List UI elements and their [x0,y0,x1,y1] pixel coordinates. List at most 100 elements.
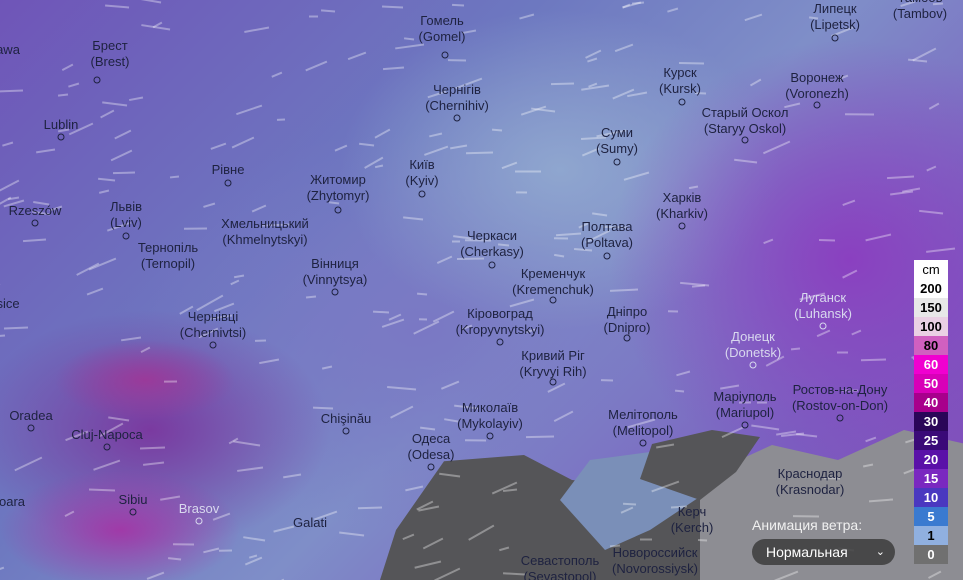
city-label: Ростов-на-Дону (Rostov-on-Don) [792,382,888,414]
city-label: Тамбов(Tambov) [893,0,947,22]
city-name-latin: (Luhansk) [794,306,852,321]
wind-streak [98,190,109,195]
city-marker [678,98,686,106]
wind-streak [358,143,374,147]
city-label: Одеса (Odesa) [408,431,455,463]
city-name: Суми [601,125,633,140]
wind-animation-control: Анимация ветра: Нормальная ⌄ [752,517,895,565]
city-label: oara [0,494,25,510]
city-name: Харків [662,190,702,205]
wind-streak [245,557,263,566]
city-name: Oradea [9,408,53,423]
wind-streak [452,240,461,242]
city-name-latin: (Ternopil) [140,256,196,271]
city-label: Sibiu [119,492,148,508]
wind-streak [450,145,467,150]
city-name: Chişinău [320,411,372,426]
wind-streak [403,37,415,41]
city-name-latin: (Voronezh) [785,86,849,101]
wind-streak [231,137,255,149]
wind-animation-value: Нормальная [766,544,848,560]
city-marker [813,101,821,109]
city-name-latin: (Kremenchuk) [512,282,594,297]
city-label: Гомель (Gomel) [419,13,466,45]
city-label: Chişinău [321,411,372,427]
city-label: Oradea [9,408,52,424]
wind-streak [609,289,638,293]
wind-streak [491,128,503,132]
city-name-latin: (Kursk) [659,81,701,96]
wind-streak [259,359,280,365]
city-name: oara [0,494,26,509]
wind-streak [89,489,116,492]
city-marker [613,158,621,166]
wind-streak [89,257,117,271]
wind-streak [0,89,24,92]
wind-streak [237,104,263,115]
city-name: Мелітополь [608,407,678,422]
city-label: Севастополь (Sevastopol) [521,553,600,580]
wind-streak [184,228,208,230]
wind-streak [0,334,5,339]
wind-animation-select[interactable]: Нормальная ⌄ [752,539,895,565]
wind-streak [674,389,685,393]
city-name: Севастополь [520,553,600,568]
city-label: Чернівці (Chernivtsi) [180,309,246,341]
city-name: Тернопіль [137,240,199,255]
city-marker [603,252,611,260]
wind-streak [387,386,417,391]
wind-streak [104,5,129,9]
wind-streak [7,197,19,201]
city-label: Курск (Kursk) [659,65,701,97]
wind-streak [251,204,267,212]
city-label: Липецк (Lipetsk) [810,1,860,33]
wind-streak [860,359,887,362]
city-label: Чернігів (Chernihiv) [425,82,489,114]
city-name-latin: (Cherkasy) [460,244,524,259]
wind-streak [276,119,285,122]
wind-streak [555,233,581,237]
city-name-latin: (Lipetsk) [810,17,860,32]
city-marker [639,439,647,447]
city-name-latin: (Lviv) [110,215,142,230]
wind-streak [689,185,699,189]
city-label: Краснодар (Krasnodar) [776,466,845,498]
wind-streak [502,161,518,169]
snow-depth-legend: cm 200 150 100 80 60 50 40 30 25 20 15 10 5 1 0 [914,260,948,564]
wind-streak [229,280,240,286]
city-label: Lublin [44,117,79,133]
city-marker [496,338,504,346]
city-label: Маріуполь (Mariupol) [713,389,776,421]
wind-streak [763,141,791,155]
city-name: Житомир [310,172,366,187]
city-marker [27,424,35,432]
wind-streak [908,58,927,63]
city-name: Черкаси [466,228,518,243]
city-marker [623,334,631,342]
legend-item: 20 [914,450,948,469]
wind-streak [864,436,876,443]
wind-streak [586,57,597,63]
city-name: Краснодар [777,466,843,481]
wind-streak [381,319,404,328]
wind-streak [218,550,232,553]
wind-streak [554,254,565,258]
city-marker [209,341,217,349]
city-name: Полтава [581,219,633,234]
city-marker [31,219,39,227]
city-name: Кременчук [520,266,586,281]
wind-streak [413,321,440,335]
city-marker [103,443,111,451]
city-name-latin: (Gomel) [418,29,466,44]
wind-streak [273,526,295,534]
city-name-latin: (Kryvyi Rih) [519,364,587,379]
wind-streak [312,407,333,410]
legend-item: 5 [914,507,948,526]
legend-item: 150 [914,298,948,317]
city-marker [57,133,65,141]
wind-streak [22,239,46,243]
wind-streak [0,179,19,192]
wind-streak [429,133,443,138]
city-label: Galati [293,515,327,531]
